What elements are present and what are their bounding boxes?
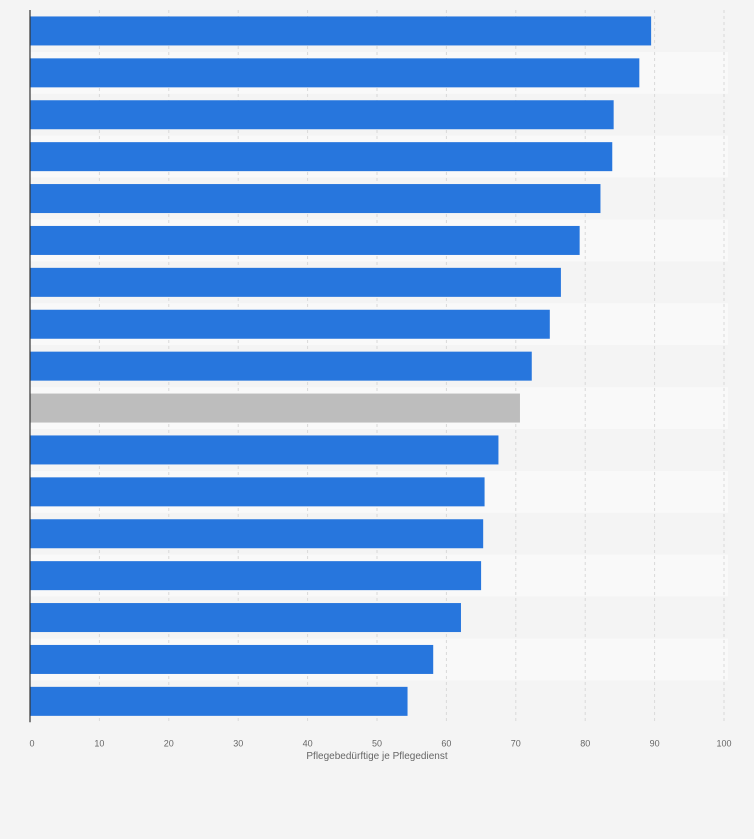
bar[interactable]: [30, 686, 408, 716]
x-tick-label: 30: [233, 738, 243, 748]
x-tick-label: 20: [164, 738, 174, 748]
bar[interactable]: [30, 225, 580, 255]
x-tick-label: 100: [716, 738, 731, 748]
x-axis-title: Pflegebedürftige je Pflegedienst: [306, 751, 447, 762]
x-tick-label: 60: [441, 738, 451, 748]
bar[interactable]: [30, 603, 461, 633]
x-tick-label: 70: [511, 738, 521, 748]
bar[interactable]: [30, 644, 434, 674]
x-tick-labels: 0 10 20 30 40 50 60 70 80 90 100: [29, 738, 731, 748]
x-tick-label: 10: [94, 738, 104, 748]
bar[interactable]: [30, 435, 499, 465]
bar[interactable]: [30, 267, 561, 297]
bar[interactable]: [30, 561, 482, 591]
bars: [30, 16, 652, 716]
bar[interactable]: [30, 519, 484, 549]
bar[interactable]: [30, 351, 532, 381]
bar[interactable]: [30, 100, 614, 130]
bar[interactable]: [30, 309, 550, 339]
x-tick-label: 0: [29, 738, 34, 748]
x-tick-label: 50: [372, 738, 382, 748]
bar[interactable]: [30, 16, 652, 46]
x-tick-label: 90: [650, 738, 660, 748]
bar[interactable]: [30, 184, 601, 214]
bar[interactable]: [30, 477, 485, 507]
bar[interactable]: [30, 58, 640, 88]
x-tick-label: 80: [580, 738, 590, 748]
x-tick-label: 40: [303, 738, 313, 748]
bar-highlighted[interactable]: [30, 393, 520, 423]
bar[interactable]: [30, 142, 613, 172]
